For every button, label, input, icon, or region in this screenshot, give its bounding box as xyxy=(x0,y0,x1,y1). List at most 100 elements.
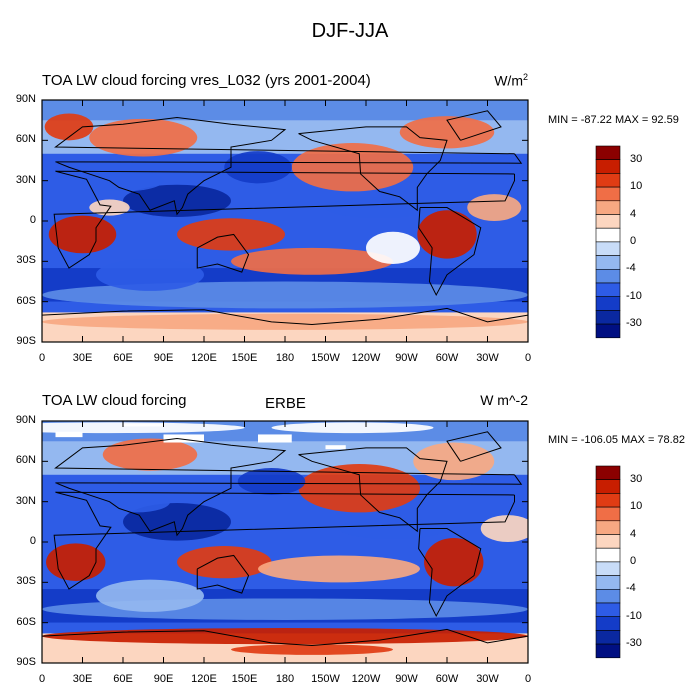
colorbar-swatch xyxy=(595,296,621,311)
panel-center-label: ERBE xyxy=(265,395,306,412)
lon-tick-label: 60W xyxy=(435,673,459,685)
lon-tick-label: 120W xyxy=(351,673,381,685)
map-panel-2 xyxy=(41,420,529,664)
lon-tick-label: 150W xyxy=(311,673,340,685)
lon-tick-label: 0 xyxy=(524,673,532,685)
colorbar-swatch xyxy=(595,643,621,659)
coastlines xyxy=(42,110,528,326)
colorbar-swatch xyxy=(595,493,621,508)
map-panel-1 xyxy=(41,99,529,343)
lat-tick-label: 90N xyxy=(15,93,36,105)
colorbar-label: -4 xyxy=(626,582,636,595)
colorbar-label: -30 xyxy=(626,317,642,330)
colorbar-swatch xyxy=(595,630,621,645)
lon-tick-label: 30W xyxy=(476,352,499,364)
colorbar-swatch xyxy=(595,310,621,325)
colorbar-label: 4 xyxy=(630,207,637,220)
lat-tick-label: 0 xyxy=(29,535,36,547)
colorbar-swatch xyxy=(595,159,621,174)
colorbar-label: 0 xyxy=(630,554,637,567)
lon-tick-label: 60W xyxy=(435,352,459,364)
lon-tick-label: 120E xyxy=(191,673,217,685)
lat-tick-label: 90N xyxy=(15,414,36,426)
lon-tick-label: 90E xyxy=(153,673,174,685)
lon-tick-label: 120W xyxy=(351,352,381,364)
colorbar-swatch xyxy=(595,241,621,256)
colorbar xyxy=(595,145,621,339)
lon-tick-label: 30W xyxy=(476,673,499,685)
colorbar-label: -10 xyxy=(626,609,642,622)
lon-tick-label: 0 xyxy=(524,352,532,364)
min-max-label: MIN = -106.05 MAX = 78.82 xyxy=(548,434,685,446)
colorbar-swatch xyxy=(595,323,621,339)
lat-tick-label: 30S xyxy=(16,254,36,267)
units-superscript: 2 xyxy=(522,72,528,82)
lon-tick-label: 150E xyxy=(231,352,258,364)
units-label: W/m2 xyxy=(494,72,528,89)
colorbar-swatch xyxy=(595,547,621,563)
lat-tick-label: 30N xyxy=(15,494,36,507)
colorbar-label: -10 xyxy=(626,289,642,302)
colorbar-swatch xyxy=(595,534,621,549)
lat-tick-label: 0 xyxy=(29,214,36,226)
contour-field xyxy=(42,421,528,663)
lon-tick-label: 180 xyxy=(275,352,295,364)
colorbar-swatch xyxy=(595,575,621,590)
colorbar-swatch xyxy=(595,520,621,535)
lon-tick-label: 90W xyxy=(395,673,418,685)
colorbar-swatch xyxy=(595,282,621,297)
colorbar-label: -30 xyxy=(626,637,642,650)
lon-tick-label: 30E xyxy=(72,352,93,364)
lon-tick-label: 90W xyxy=(395,352,418,364)
colorbar-swatch xyxy=(595,268,621,284)
colorbar-swatch xyxy=(595,602,621,617)
lon-tick-label: 90E xyxy=(153,352,174,364)
colorbar-swatch xyxy=(595,145,621,160)
coastlines xyxy=(42,431,528,647)
lat-tick-label: 90S xyxy=(16,656,36,668)
lat-tick-label: 60N xyxy=(15,133,36,146)
panel-title: TOA LW cloud forcing xyxy=(42,392,187,409)
colorbar xyxy=(595,465,621,659)
lon-tick-label: 180 xyxy=(275,673,295,685)
colorbar-swatch xyxy=(595,588,621,604)
min-max-label: MIN = -87.22 MAX = 92.59 xyxy=(548,114,679,126)
lon-tick-label: 150E xyxy=(231,673,258,685)
figure-title: DJF-JJA xyxy=(311,20,389,42)
colorbar-swatch xyxy=(595,214,621,229)
colorbar-label: 10 xyxy=(630,500,643,513)
colorbar-label: 10 xyxy=(630,180,643,193)
lon-tick-label: 120E xyxy=(191,352,217,364)
lat-tick-label: 60N xyxy=(15,454,36,467)
panel-title: TOA LW cloud forcing vres_L032 (yrs 2001… xyxy=(42,72,371,89)
colorbar-label: 30 xyxy=(630,152,643,165)
lon-tick-label: 60E xyxy=(113,673,133,685)
colorbar-swatch xyxy=(595,616,621,631)
units-label: W m^-2 xyxy=(480,392,528,408)
lon-tick-label: 30E xyxy=(72,673,93,685)
units-text: W/m xyxy=(494,72,523,89)
lat-tick-label: 30S xyxy=(16,575,36,588)
lon-tick-label: 0 xyxy=(38,673,46,685)
colorbar-swatch xyxy=(595,200,621,215)
colorbar-swatch xyxy=(595,465,621,480)
colorbar-label: 30 xyxy=(630,472,643,485)
lat-tick-label: 90S xyxy=(16,335,36,347)
lon-tick-label: 150W xyxy=(311,352,340,364)
colorbar-label: -4 xyxy=(626,262,636,275)
lon-tick-label: 0 xyxy=(38,352,46,364)
colorbar-label: 4 xyxy=(630,527,637,540)
lat-tick-label: 60S xyxy=(16,615,36,628)
colorbar-swatch xyxy=(595,479,621,494)
lon-tick-label: 60E xyxy=(113,352,133,364)
colorbar-swatch xyxy=(595,186,621,202)
lat-tick-label: 60S xyxy=(16,294,36,307)
colorbar-swatch xyxy=(595,506,621,522)
units-text: W m^-2 xyxy=(480,392,528,408)
colorbar-swatch xyxy=(595,255,621,270)
contour-field xyxy=(42,100,528,342)
colorbar-label: 0 xyxy=(630,234,637,247)
colorbar-swatch xyxy=(595,173,621,188)
lat-tick-label: 30N xyxy=(15,173,36,186)
